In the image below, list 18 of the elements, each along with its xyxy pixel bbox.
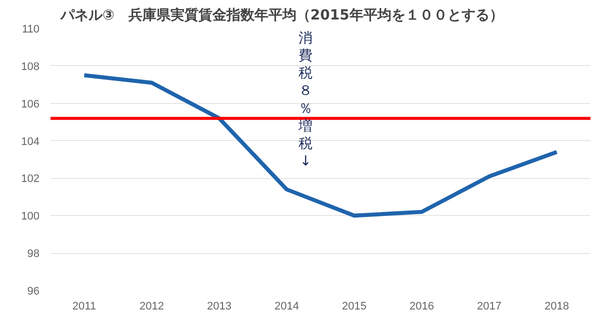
y-tick-label: 100 <box>21 210 40 223</box>
y-tick-label: 102 <box>21 173 40 186</box>
y-tick-label: 98 <box>27 248 40 260</box>
chart-title: パネル③ 兵庫県実質賃金指数年平均（2015年平均を１００とする） <box>60 6 504 24</box>
annotation: 消費税８％増税↓ <box>298 30 313 170</box>
x-tick-label: 2015 <box>342 300 366 312</box>
y-tick-label: 108 <box>21 60 40 73</box>
x-tick-label: 2014 <box>274 300 299 312</box>
x-tick-label: 2016 <box>410 300 434 312</box>
y-tick-label: 104 <box>21 136 40 148</box>
x-tick-label: 2017 <box>477 300 502 312</box>
x-tick-label: 2018 <box>544 300 569 312</box>
x-tick-label: 2011 <box>72 300 96 312</box>
x-tick-label: 2012 <box>140 300 164 312</box>
y-tick-label: 96 <box>27 286 40 298</box>
x-tick-label: 2013 <box>207 300 232 312</box>
y-tick-label: 110 <box>22 24 40 36</box>
y-tick-label: 106 <box>21 98 40 110</box>
